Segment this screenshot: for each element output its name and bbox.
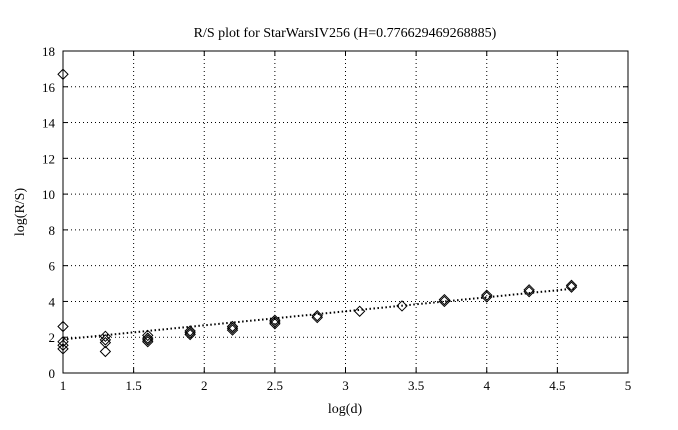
data-point: [226, 322, 239, 334]
y-tick-label: 10: [42, 187, 55, 202]
x-tick-label: 1: [60, 378, 67, 393]
x-tick-label: 4: [484, 378, 491, 393]
data-point: [353, 305, 366, 317]
y-tick-label: 6: [49, 259, 56, 274]
y-tick-label: 16: [42, 80, 56, 95]
y-tick-label: 2: [49, 330, 56, 345]
data-point: [57, 343, 69, 355]
x-tick-label: 3.5: [408, 378, 424, 393]
data-point: [565, 281, 578, 293]
data-point: [481, 291, 493, 303]
data-point: [57, 320, 69, 333]
data-point: [142, 334, 154, 346]
data-point: [184, 325, 196, 337]
data-point: [438, 293, 451, 306]
axis-ticks: [62, 50, 629, 374]
data-point: [99, 334, 112, 346]
data-point: [99, 336, 112, 349]
data-point: [523, 285, 535, 298]
x-tick-label: 1.5: [126, 378, 142, 393]
data-points: [57, 68, 578, 358]
data-point: [57, 68, 69, 80]
data-point: [565, 279, 578, 292]
data-point: [142, 332, 154, 344]
data-point: [99, 330, 112, 343]
y-axis-label: log(R/S): [13, 188, 28, 237]
data-point: [226, 324, 239, 336]
data-point: [523, 284, 535, 296]
chart-title: R/S plot for StarWarsIV256 (H=0.77662946…: [194, 26, 497, 41]
data-point: [481, 289, 493, 301]
x-tick-label: 3: [342, 378, 349, 393]
y-tick-labels: 0 2 4 6 8 10 12 14 16 18: [42, 44, 56, 381]
data-point: [184, 327, 196, 339]
x-tick-label: 5: [625, 378, 632, 393]
y-tick-label: 14: [42, 116, 56, 131]
data-point: [311, 311, 323, 324]
data-point: [269, 314, 281, 326]
data-point: [438, 295, 451, 308]
y-tick-label: 12: [42, 151, 55, 166]
data-point: [99, 345, 112, 358]
grid-lines: [63, 51, 628, 373]
data-point: [269, 318, 281, 330]
x-tick-labels: 1 1.5 2 2.5 3 3.5 4 4.5 5: [60, 378, 632, 393]
data-point: [57, 335, 69, 348]
x-tick-label: 4.5: [549, 378, 565, 393]
x-tick-label: 2.5: [267, 378, 283, 393]
data-point: [57, 339, 69, 351]
data-point: [142, 335, 154, 348]
data-point: [396, 300, 408, 312]
data-point: [226, 320, 239, 333]
y-tick-label: 0: [49, 366, 56, 381]
data-point: [142, 329, 154, 342]
x-axis-label: log(d): [328, 402, 363, 417]
y-tick-label: 8: [49, 223, 56, 238]
data-point: [184, 328, 196, 341]
x-tick-label: 2: [201, 378, 208, 393]
data-point: [269, 316, 281, 328]
y-tick-label: 18: [42, 44, 55, 59]
y-tick-label: 4: [49, 294, 56, 309]
data-point: [311, 310, 323, 322]
